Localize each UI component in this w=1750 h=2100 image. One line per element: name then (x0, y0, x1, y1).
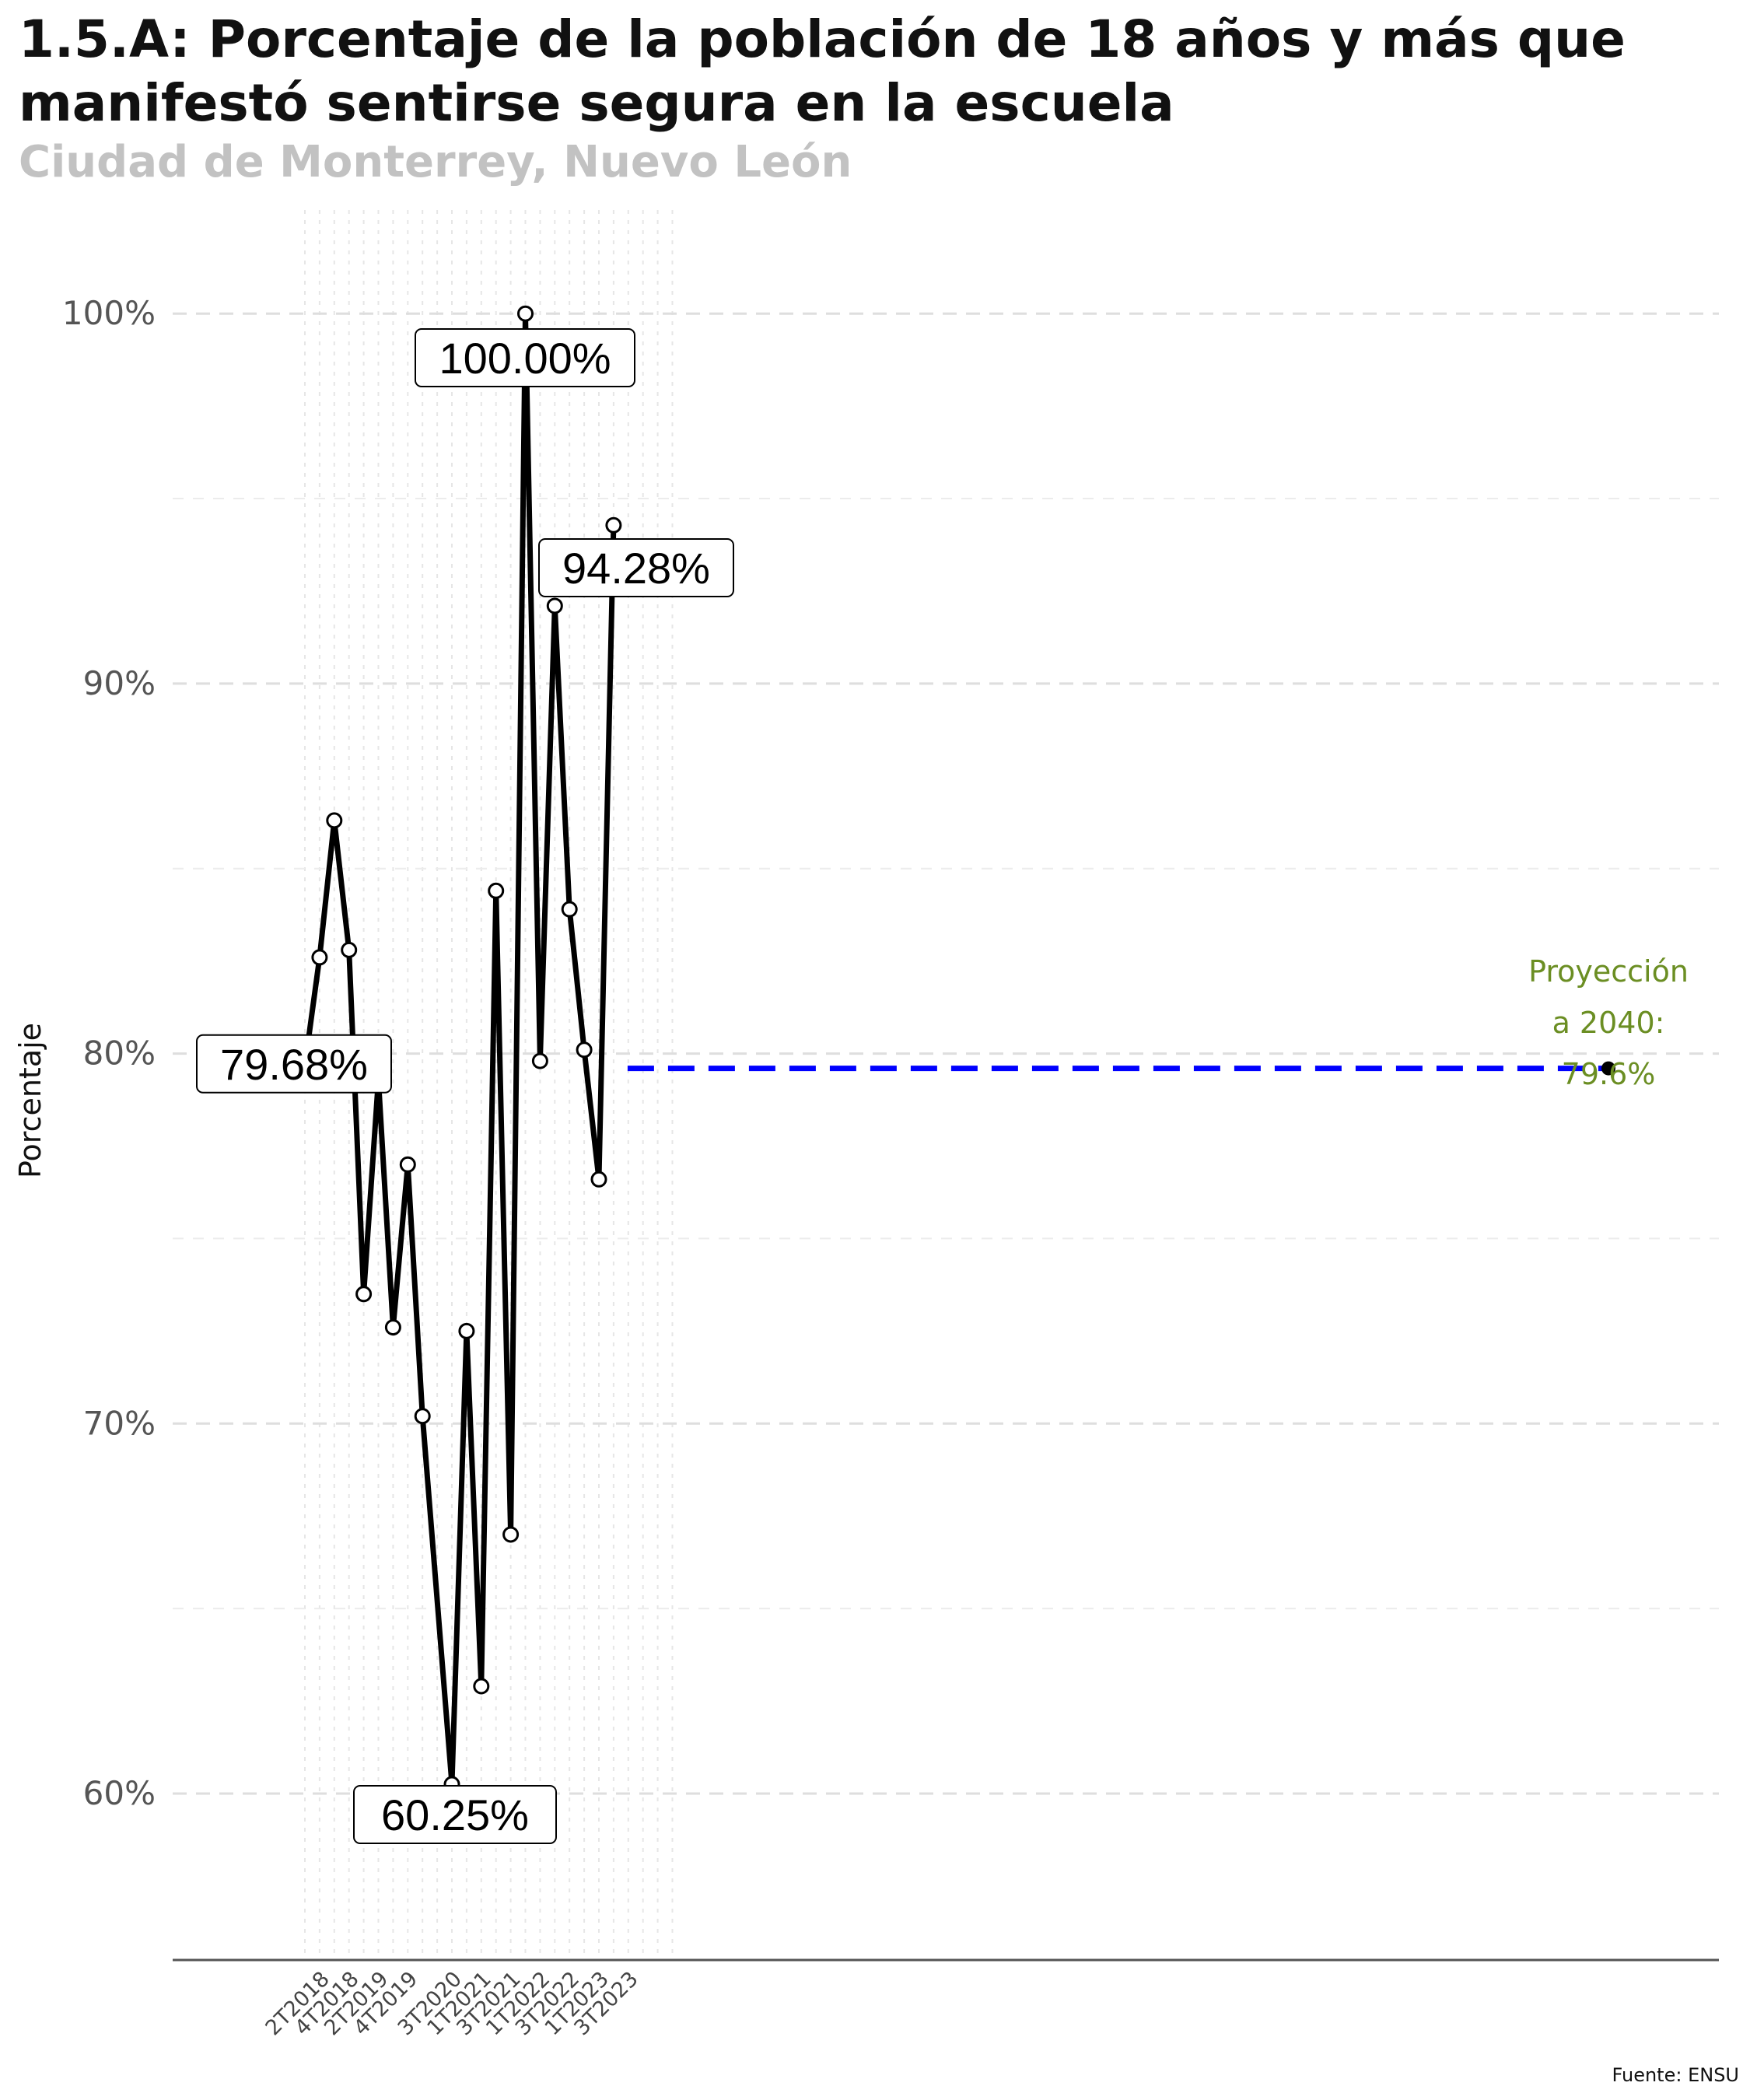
data-point (576, 1041, 593, 1059)
data-point (414, 1408, 431, 1425)
data-point (531, 1052, 548, 1069)
data-point (355, 1286, 373, 1303)
data-point (473, 1678, 490, 1695)
y-tick-label: 70% (83, 1404, 156, 1442)
data-point (590, 1171, 607, 1188)
data-point (326, 812, 343, 829)
data-point (605, 516, 622, 534)
projection-label: Proyección (1528, 954, 1689, 989)
chart-title: 1.5.A: Porcentaje de la población de 18 … (19, 9, 1626, 133)
data-point (384, 1319, 401, 1336)
projection-label: 79.6% (1562, 1057, 1656, 1091)
value-label: 60.25% (381, 1790, 529, 1839)
projection-point (1601, 1061, 1615, 1076)
data-point (458, 1322, 475, 1339)
axis-layer: 60%70%80%90%100%Porcentaje2T20184T20182T… (13, 294, 1719, 2040)
data-point (399, 1156, 416, 1173)
data-point (488, 882, 505, 899)
chart-subtitle: Ciudad de Monterrey, Nuevo León (19, 137, 852, 187)
y-tick-label: 60% (83, 1774, 156, 1812)
y-tick-label: 100% (62, 294, 156, 332)
projection-label: a 2040: (1552, 1006, 1665, 1040)
y-tick-label: 80% (83, 1034, 156, 1073)
grid-layer (173, 210, 1719, 1960)
y-axis-title: Porcentaje (13, 1023, 47, 1178)
data-point (517, 305, 534, 322)
label-layer: Proyección a 2040: 79.6% 79.68% 60.25% 100.00… (196, 328, 1689, 1844)
value-label-box (415, 328, 635, 387)
data-point (546, 597, 563, 614)
data-point (311, 949, 328, 966)
y-tick-label: 90% (83, 664, 156, 702)
data-point (341, 941, 358, 958)
data-point (502, 1526, 520, 1543)
value-label-box (538, 538, 734, 597)
value-label: 79.68% (220, 1040, 368, 1089)
source-caption: Fuente: ENSU (1612, 2064, 1740, 2086)
value-label: 100.00% (439, 334, 611, 383)
value-label-box (353, 1785, 557, 1844)
value-label: 94.28% (562, 544, 710, 593)
value-label-box (196, 1034, 392, 1094)
data-point (561, 901, 578, 918)
